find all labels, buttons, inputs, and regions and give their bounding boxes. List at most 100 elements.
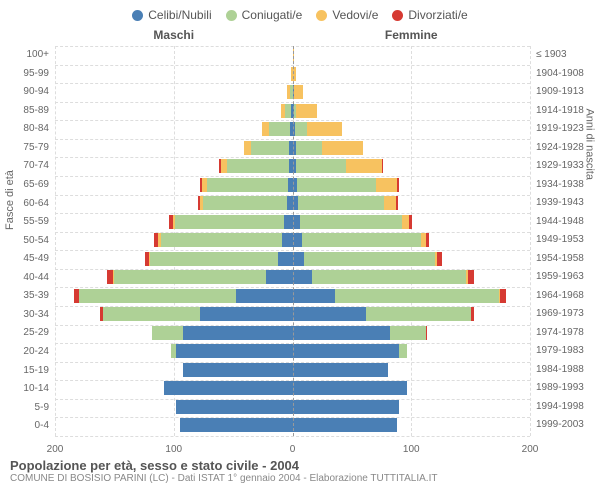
bar-segment [293, 363, 388, 377]
chart-body [55, 46, 530, 436]
age-label: 75-79 [0, 139, 49, 158]
bar-segment [251, 141, 289, 155]
population-pyramid-chart: Celibi/NubiliConiugati/eVedovi/eDivorzia… [0, 0, 600, 500]
bar-segment [382, 159, 383, 173]
bar-row [55, 250, 293, 269]
bar-segment [307, 122, 343, 136]
bar-segment [402, 215, 409, 229]
bar-segment [203, 196, 286, 210]
bar-segment [471, 307, 475, 321]
bar-segment [183, 363, 292, 377]
birth-year-label: 1964-1968 [536, 287, 600, 306]
bar-row [55, 379, 293, 398]
bar-segment [152, 326, 183, 340]
bar-segment [500, 289, 506, 303]
y-axis-left: 100+95-9990-9485-8980-8475-7970-7465-696… [0, 46, 55, 436]
bar-segment [293, 307, 367, 321]
bar-row [55, 305, 293, 324]
bar-segment [335, 289, 499, 303]
birth-year-label: 1939-1943 [536, 194, 600, 213]
bar-segment [183, 326, 292, 340]
bar-row [293, 250, 531, 269]
bar-segment [302, 233, 421, 247]
birth-year-label: 1914-1918 [536, 102, 600, 121]
bar-segment [150, 252, 278, 266]
chart-footer: Popolazione per età, sesso e stato civil… [0, 452, 600, 484]
bar-segment [297, 178, 375, 192]
x-tick: 100 [165, 444, 182, 455]
age-label: 40-44 [0, 269, 49, 288]
birth-year-label: 1919-1923 [536, 120, 600, 139]
bar-segment [295, 122, 307, 136]
age-label: 15-19 [0, 362, 49, 381]
bar-row [55, 231, 293, 250]
bar-row [293, 287, 531, 306]
birth-year-label: 1959-1963 [536, 268, 600, 287]
bar-segment [437, 252, 442, 266]
age-label: 90-94 [0, 83, 49, 102]
bar-segment [176, 344, 292, 358]
legend-swatch [132, 10, 143, 21]
bar-row [55, 268, 293, 287]
bar-segment [293, 400, 400, 414]
bar-segment [269, 122, 290, 136]
bar-segment [227, 159, 289, 173]
age-label: 85-89 [0, 102, 49, 121]
bar-segment [164, 381, 292, 395]
legend-swatch [226, 10, 237, 21]
bar-segment [282, 233, 293, 247]
legend-swatch [316, 10, 327, 21]
bar-segment [346, 159, 382, 173]
age-label: 100+ [0, 46, 49, 65]
bar-segment [293, 326, 390, 340]
legend: Celibi/NubiliConiugati/eVedovi/eDivorzia… [0, 0, 600, 26]
legend-swatch [392, 10, 403, 21]
birth-year-label: 1954-1958 [536, 250, 600, 269]
bar-segment [426, 326, 427, 340]
age-label: 55-59 [0, 213, 49, 232]
age-label: 60-64 [0, 195, 49, 214]
x-tick: 200 [47, 444, 64, 455]
age-label: 5-9 [0, 399, 49, 418]
bar-row [293, 213, 531, 232]
bar-segment [298, 196, 384, 210]
age-label: 50-54 [0, 232, 49, 251]
age-label: 0-4 [0, 417, 49, 436]
bar-segment [396, 196, 398, 210]
bar-segment [322, 141, 362, 155]
bar-segment [384, 196, 396, 210]
legend-label: Vedovi/e [332, 8, 378, 22]
male-label: Maschi [55, 28, 293, 42]
age-label: 70-74 [0, 157, 49, 176]
x-axis: 2001000100200 [0, 436, 600, 452]
birth-year-label: 1904-1908 [536, 65, 600, 84]
birth-year-label: 1929-1933 [536, 157, 600, 176]
birth-year-label: 1984-1988 [536, 361, 600, 380]
age-label: 65-69 [0, 176, 49, 195]
age-label: 45-49 [0, 250, 49, 269]
legend-item: Vedovi/e [316, 8, 378, 22]
birth-year-label: 1994-1998 [536, 398, 600, 417]
chart-subtitle: COMUNE DI BOSISIO PARINI (LC) - Dati IST… [10, 473, 590, 484]
bar-segment [207, 178, 288, 192]
bar-segment [244, 141, 251, 155]
birth-year-label: 1909-1913 [536, 83, 600, 102]
age-label: 35-39 [0, 287, 49, 306]
legend-label: Coniugati/e [242, 8, 303, 22]
legend-item: Coniugati/e [226, 8, 303, 22]
age-label: 25-29 [0, 324, 49, 343]
chart-title: Popolazione per età, sesso e stato civil… [10, 458, 590, 473]
center-line [293, 46, 294, 436]
bar-row [55, 213, 293, 232]
bar-segment [312, 270, 466, 284]
bar-segment [262, 122, 269, 136]
bar-segment [103, 307, 200, 321]
bar-segment [390, 326, 426, 340]
bar-row [293, 305, 531, 324]
x-tick: 0 [290, 444, 296, 455]
birth-year-label: 1974-1978 [536, 324, 600, 343]
birth-year-label: 1989-1993 [536, 379, 600, 398]
legend-label: Divorziati/e [408, 8, 467, 22]
birth-year-label: 1944-1948 [536, 213, 600, 232]
bar-segment [296, 141, 322, 155]
